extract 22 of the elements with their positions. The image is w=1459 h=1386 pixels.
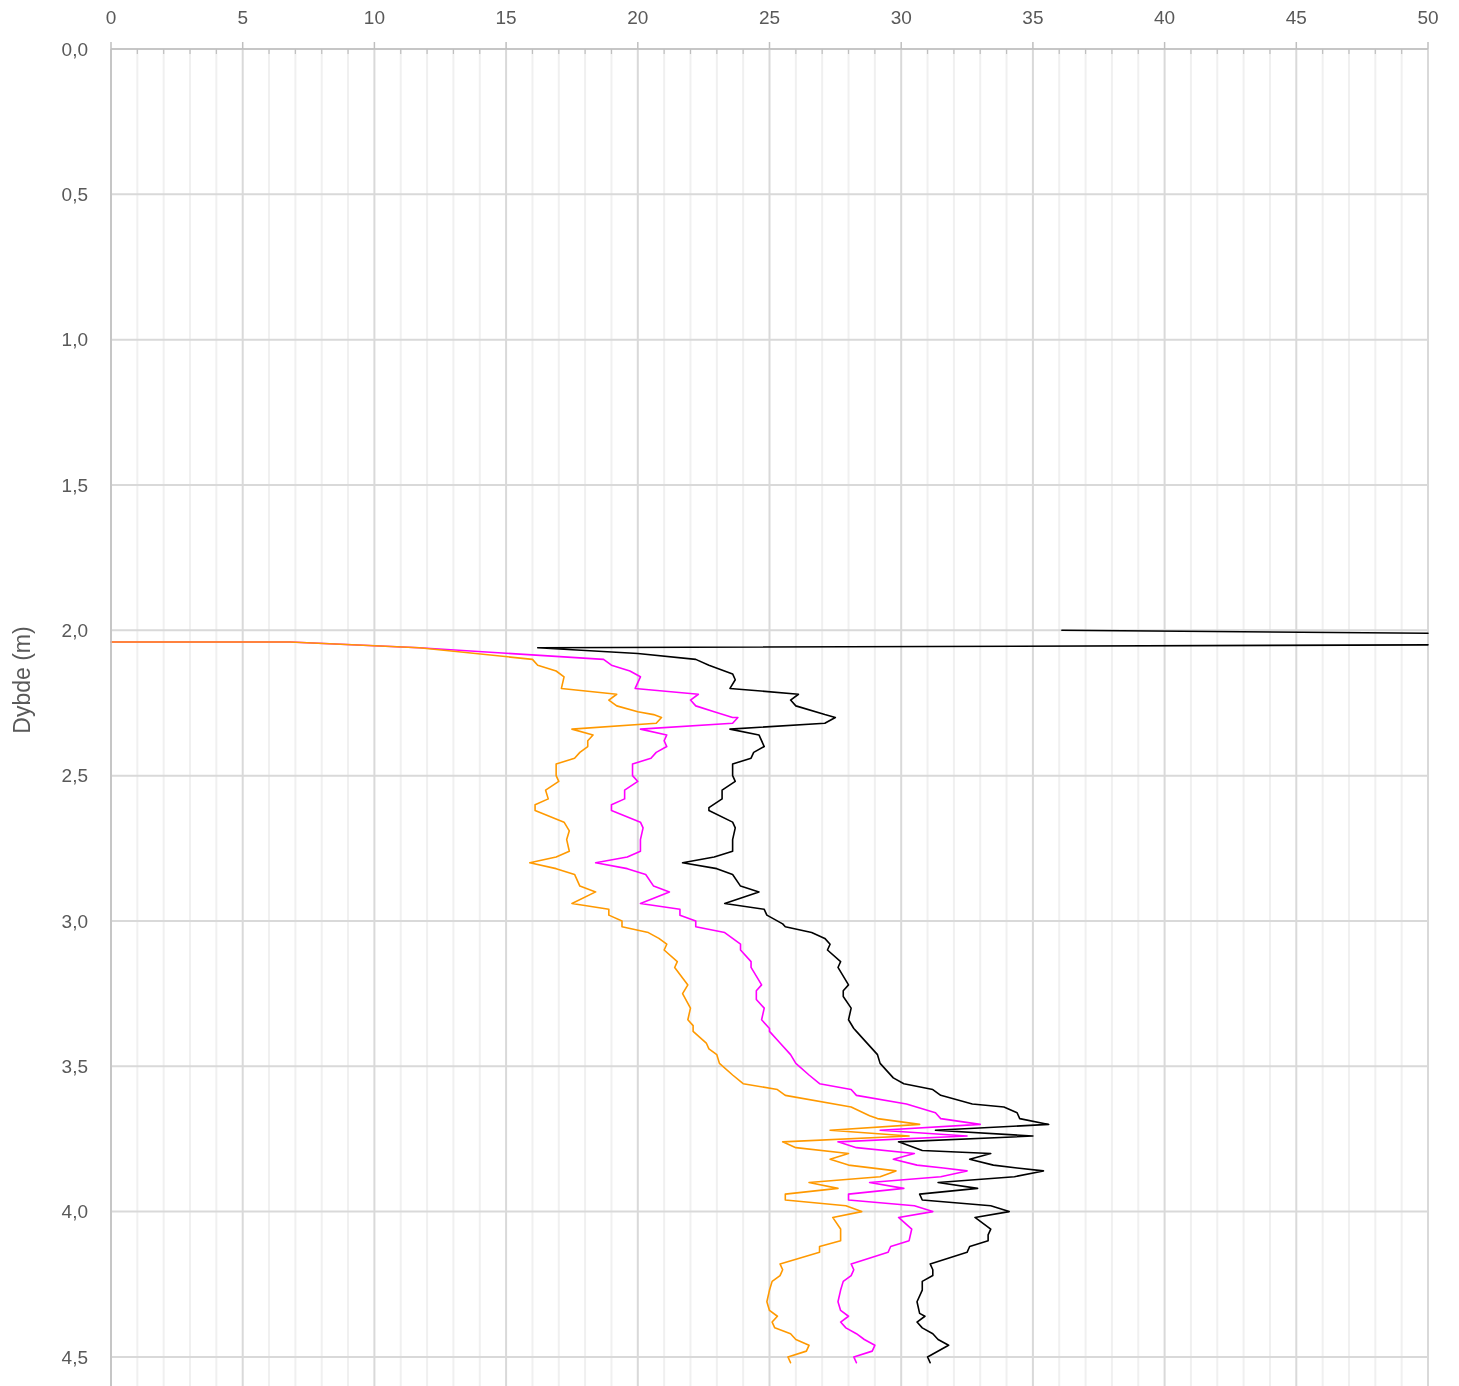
y-tick-label: 4,5 (61, 1346, 88, 1368)
y-axis-title: Dybde (m) (9, 626, 35, 734)
x-tick-label: 15 (495, 7, 517, 28)
x-tick-label: 25 (758, 7, 781, 28)
y-tick-label: 3,0 (61, 910, 88, 932)
y-tick-label: 0,5 (61, 183, 88, 205)
x-tick-label: 50 (1417, 7, 1439, 28)
x-tick-label: 5 (237, 7, 248, 28)
x-tick-label: 35 (1022, 7, 1044, 28)
y-tick-label: 4,0 (61, 1201, 88, 1223)
x-tick-label: 45 (1285, 7, 1307, 28)
y-tick-label: 1,5 (61, 474, 88, 496)
y-tick-label: 1,0 (61, 329, 88, 351)
y-tick-label: 3,5 (61, 1055, 88, 1077)
x-tick-label: 20 (627, 7, 649, 28)
x-tick-label: 0 (105, 7, 117, 28)
x-tick-label: 40 (1154, 7, 1176, 28)
y-tick-label: 2,5 (61, 765, 88, 787)
y-tick-label: 0,0 (61, 38, 88, 60)
x-tick-label: 10 (363, 7, 385, 28)
y-tick-label: 2,0 (61, 619, 88, 641)
x-tick-label: 30 (890, 7, 912, 28)
